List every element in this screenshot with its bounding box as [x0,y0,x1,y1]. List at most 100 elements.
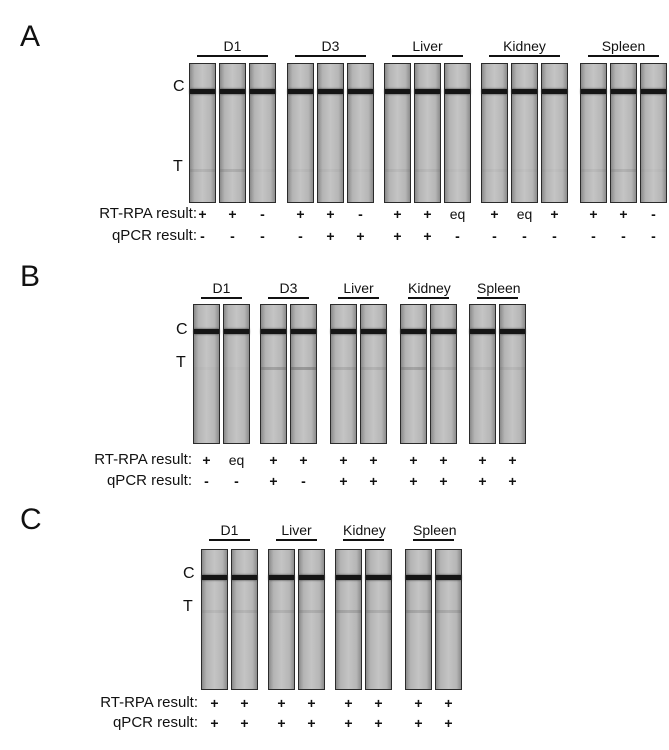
test-band [220,169,245,172]
qpcr-result-mark: + [277,715,286,731]
test-strip [511,63,538,203]
test-band [542,169,567,172]
test-strip [287,63,314,203]
rtrpa-result-mark: - [358,206,363,222]
test-band-label: T [173,158,183,175]
qpcr-result-mark: - [455,228,460,244]
rtrpa-result-mark: eq [516,206,533,222]
test-band [500,367,525,370]
qpcr-result-mark: + [444,715,453,731]
test-band [611,169,636,172]
control-band [220,89,245,94]
test-strip [335,549,362,690]
test-band [318,169,343,172]
group-label: Kidney [408,280,451,299]
test-strip [330,304,357,444]
qpcr-result-mark: + [508,473,517,489]
control-band [542,89,567,94]
test-band [436,610,461,613]
qpcr-result-mark: + [393,228,402,244]
qpcr-result-mark: - [492,228,497,244]
control-band [232,575,257,580]
test-band-label: T [183,598,193,615]
qpcr-result-mark: + [414,715,423,731]
group-label: Spleen [588,38,659,57]
qpcr-result-mark: + [210,715,219,731]
control-band [250,89,275,94]
panel-letter: B [20,260,41,293]
rtrpa-result-mark: + [409,452,418,468]
rtrpa-result-mark: + [374,695,383,711]
test-strip [360,304,387,444]
rtrpa-result-mark: + [339,452,348,468]
test-strip [499,304,526,444]
test-band [190,169,215,172]
test-strip [640,63,667,203]
qpcr-result-mark: + [240,715,249,731]
test-strip [268,549,295,690]
qpcr-result-mark: - [230,228,235,244]
control-band [482,89,507,94]
test-strip [481,63,508,203]
rtrpa-result-mark: + [299,452,308,468]
test-strip [610,63,637,203]
rtrpa-result-mark: - [651,206,656,222]
test-band [401,367,426,370]
control-band [415,89,440,94]
control-band [366,575,391,580]
qpcr-result-mark: - [522,228,527,244]
control-band [436,575,461,580]
rtrpa-result-mark: - [260,206,265,222]
control-band [611,89,636,94]
test-band [406,610,431,613]
qpcr-result-mark: - [298,228,303,244]
control-band [641,89,666,94]
test-band [366,610,391,613]
test-band [470,367,495,370]
rtrpa-result-mark: + [210,695,219,711]
test-band [445,169,470,172]
test-strip [201,549,228,690]
test-strip [249,63,276,203]
test-band [512,169,537,172]
rtrpa-result-mark: + [490,206,499,222]
group-label: D3 [268,280,309,299]
rtrpa-result-mark: + [269,452,278,468]
test-band [641,169,666,172]
control-band [261,329,286,334]
control-band [291,329,316,334]
rtrpa-result-mark: + [393,206,402,222]
panel-letter: C [20,503,42,536]
qpcr-result-mark: - [552,228,557,244]
test-band [291,367,316,370]
control-band [202,575,227,580]
test-band [331,367,356,370]
test-strip [414,63,441,203]
rtrpa-result-mark: + [240,695,249,711]
qpcr-result-mark: - [651,228,656,244]
control-band-label: C [176,321,188,338]
test-strip [384,63,411,203]
rtrpa-result-mark: + [414,695,423,711]
control-band [361,329,386,334]
control-band [194,329,219,334]
qpcr-result-mark: + [374,715,383,731]
test-band [385,169,410,172]
test-band [361,367,386,370]
control-band [348,89,373,94]
group-label: D1 [209,522,250,541]
test-band [348,169,373,172]
rtrpa-result-mark: + [423,206,432,222]
qpcr-result-mark: - [200,228,205,244]
rtrpa-result-label: RT-RPA result: [94,451,192,468]
group-label: Kidney [343,522,386,541]
test-strip [435,549,462,690]
test-band [482,169,507,172]
control-band [385,89,410,94]
test-strip [317,63,344,203]
test-band [261,367,286,370]
test-strip [223,304,250,444]
control-band [269,575,294,580]
test-strip [298,549,325,690]
group-label: Spleen [413,522,457,541]
